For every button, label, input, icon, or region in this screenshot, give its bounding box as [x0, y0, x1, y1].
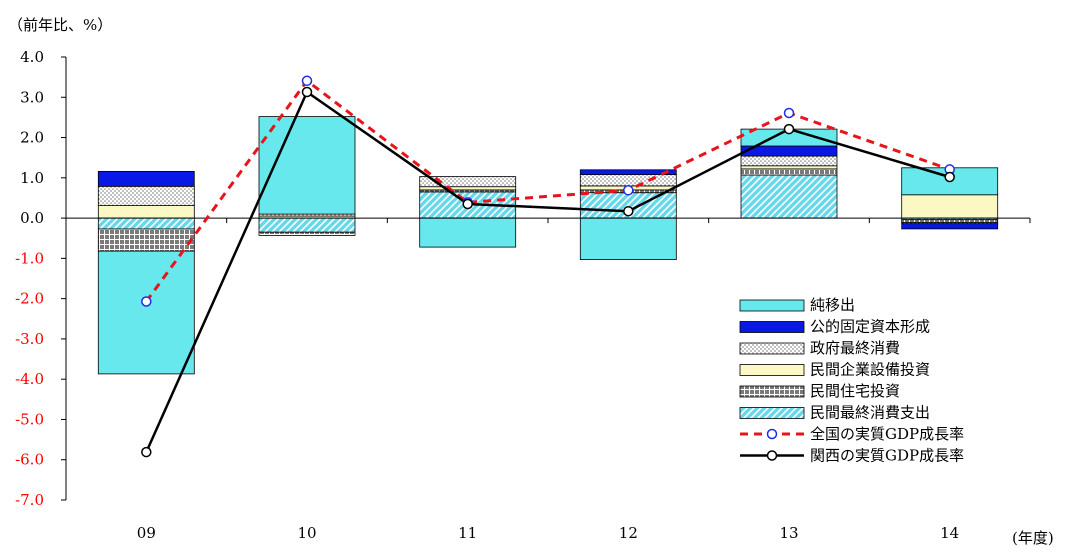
x-tick-label: 10 — [297, 524, 316, 542]
series-line — [145, 78, 951, 303]
bar-segment — [97, 170, 195, 187]
legend-swatch — [739, 385, 805, 398]
bar-segment — [97, 217, 195, 230]
bar-segment — [740, 168, 838, 176]
data-point-marker — [141, 296, 152, 307]
x-tick-label: 12 — [619, 524, 638, 542]
legend-swatch — [739, 407, 805, 419]
legend-label: 関西の実質GDP成長率 — [810, 447, 964, 465]
legend-label: 政府最終消費 — [810, 339, 900, 357]
bar-segment — [740, 155, 838, 167]
legend-label: 民間住宅投資 — [810, 382, 900, 400]
bar-segment — [258, 217, 356, 233]
y-tick-label: 1.0 — [20, 169, 44, 187]
legend-swatch — [739, 364, 805, 376]
bar-segment — [740, 174, 838, 219]
bar-segment — [419, 186, 517, 191]
legend-marker — [766, 428, 778, 440]
data-point-marker — [301, 75, 313, 87]
lines-layer — [141, 75, 955, 458]
bar-segment — [258, 231, 356, 236]
x-axis-unit-label: (年度) — [1012, 529, 1054, 547]
bar-segment — [579, 174, 677, 187]
x-tick-label: 11 — [458, 524, 477, 542]
y-tick-label: -3.0 — [15, 330, 44, 348]
y-tick-label: -1.0 — [15, 249, 44, 267]
axes-layer: 4.0 3.0 2.0 1.0 0.0 -1.0 -2.0 -3.0 -4.0 -5.0 -6.0 -… — [15, 48, 1031, 542]
data-point-marker — [783, 107, 795, 119]
legend-label: 公的固定資本形成 — [810, 318, 930, 336]
legend-swatch — [739, 321, 805, 333]
y-axis-unit-label: （前年比、%） — [8, 16, 112, 34]
legend-label: 純移出 — [810, 296, 855, 314]
bar-segment — [579, 217, 677, 261]
bars-layer — [97, 116, 999, 375]
legend: 純移出公的固定資本形成政府最終消費民間企業設備投資民間住宅投資民間最終消費支出全… — [739, 296, 964, 465]
data-point-marker — [462, 198, 473, 210]
y-tick-label: -7.0 — [15, 491, 44, 509]
data-point-marker — [301, 86, 313, 98]
legend-label: 民間企業設備投資 — [810, 361, 930, 379]
legend-label: 全国の実質GDP成長率 — [810, 425, 964, 443]
data-point-marker — [944, 171, 955, 183]
y-tick-label: 0.0 — [20, 209, 44, 227]
series-line — [145, 90, 951, 453]
bar-segment — [901, 223, 999, 230]
bar-segment — [419, 217, 517, 248]
y-tick-label: -6.0 — [15, 451, 44, 469]
legend-label: 民間最終消費支出 — [810, 404, 930, 422]
legend-marker — [766, 450, 778, 461]
data-point-marker — [623, 185, 634, 196]
y-tick-label: 4.0 — [20, 48, 44, 66]
bar-segment — [901, 219, 999, 223]
x-tick-label: 13 — [779, 524, 798, 542]
y-tick-label: -4.0 — [15, 370, 44, 388]
data-point-marker — [623, 205, 634, 217]
data-point-marker — [783, 123, 795, 135]
data-point-marker — [141, 446, 152, 458]
x-tick-label: 09 — [137, 524, 156, 542]
y-tick-label: -2.0 — [15, 290, 44, 308]
bar-segment — [419, 176, 517, 188]
y-tick-label: 2.0 — [20, 129, 44, 147]
bar-segment — [97, 228, 195, 252]
y-tick-label: -5.0 — [15, 410, 44, 428]
bar-segment — [97, 185, 195, 207]
legend-swatch — [739, 299, 805, 312]
legend-swatch — [739, 342, 805, 355]
bar-segment — [579, 169, 677, 176]
y-tick-label: 3.0 — [20, 88, 44, 106]
bar-segment — [901, 194, 999, 219]
bar-segment — [97, 250, 195, 375]
x-tick-label: 14 — [940, 524, 959, 542]
bar-segment — [97, 205, 195, 219]
